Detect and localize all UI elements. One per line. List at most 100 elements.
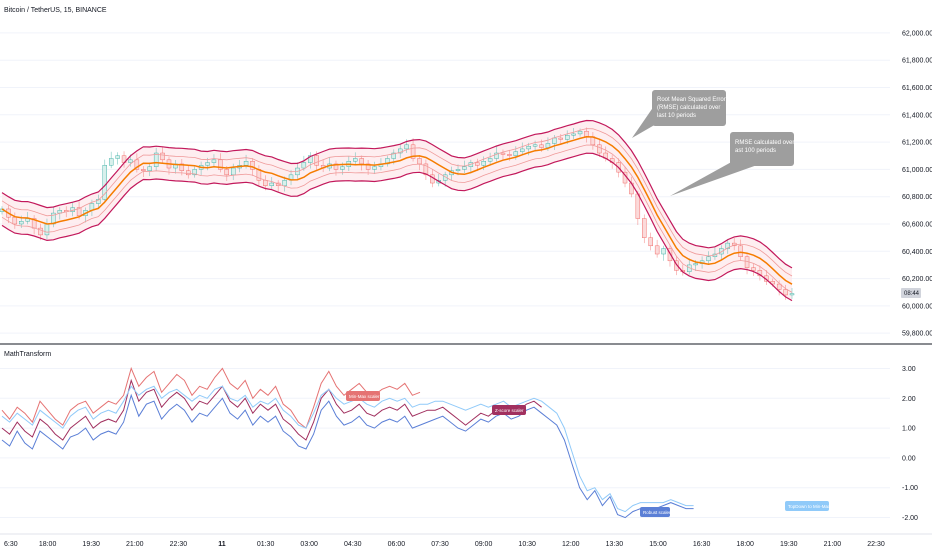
- price-badge-text: 08:44: [904, 291, 920, 297]
- indicator-y-tick: -2.00: [902, 515, 918, 522]
- indicator-series-line: [1, 378, 542, 441]
- indicator-y-tick: -1.00: [902, 485, 918, 492]
- candle-body: [462, 166, 467, 170]
- price-y-tick: 60,800.00: [902, 194, 932, 201]
- price-badge[interactable]: 08:44: [901, 288, 921, 298]
- indicator-series-line: [1, 366, 421, 429]
- candle-body: [532, 144, 538, 147]
- band-outer-upper: [1, 119, 793, 269]
- candle-body: [160, 152, 165, 161]
- candle-body: [147, 166, 152, 171]
- candle-body: [44, 223, 50, 236]
- candle-body: [404, 144, 409, 150]
- label-zscore[interactable]: Z-score scaler: [492, 405, 526, 415]
- candle-body: [391, 152, 396, 159]
- price-y-tick: 60,200.00: [902, 276, 932, 283]
- label-tanh-text: TopDown to Min-Max: [788, 504, 831, 509]
- candle-body: [751, 267, 756, 271]
- candle-body: [301, 162, 307, 169]
- label-tanh[interactable]: TopDown to Min-Max: [785, 501, 831, 511]
- candle-body: [526, 145, 531, 150]
- candle-body: [719, 248, 724, 255]
- indicator-title[interactable]: MathTransform: [4, 351, 51, 358]
- candle-body: [353, 158, 358, 162]
- candle-body: [218, 159, 223, 170]
- candle-body: [141, 169, 146, 171]
- candle-body: [205, 162, 210, 166]
- price-y-tick: 60,600.00: [902, 221, 932, 228]
- candle-body: [359, 158, 364, 165]
- candle-body: [423, 163, 429, 176]
- candle-body: [789, 293, 795, 296]
- time-tick: 04:30: [344, 541, 362, 548]
- indicator-y-tick: 0.00: [902, 455, 916, 462]
- candle-body: [552, 137, 557, 144]
- candle-body: [635, 193, 641, 219]
- candle-body: [211, 159, 217, 163]
- candle-body: [597, 144, 602, 154]
- candle-body: [661, 248, 666, 255]
- indicator-y-tick: 3.00: [902, 366, 916, 373]
- callout-rmse-short-line1: Root Mean Squared Error: [657, 97, 726, 103]
- label-robust[interactable]: Robust scaler: [640, 507, 671, 517]
- price-y-tick: 61,200.00: [902, 140, 932, 147]
- candle-body: [507, 154, 512, 156]
- symbol-title[interactable]: Bitcoin / TetherUS, 15, BINANCE: [4, 7, 107, 14]
- candle-body: [153, 152, 159, 167]
- label-zscore-text: Z-score scaler: [495, 408, 524, 413]
- indicator-y-tick: 2.00: [902, 396, 916, 403]
- candle-body: [128, 159, 133, 163]
- time-tick: 18:00: [736, 541, 754, 548]
- indicator-grid: [0, 367, 890, 519]
- candle-body: [776, 283, 782, 290]
- candle-body: [481, 161, 486, 166]
- callout-rmse-short[interactable]: Root Mean Squared Error (RMSE) calculate…: [632, 90, 726, 138]
- time-tick: 09:00: [475, 541, 493, 548]
- candle-body: [19, 221, 24, 225]
- candle-body: [365, 163, 371, 170]
- candle-body: [654, 245, 660, 255]
- band-inner-upper: [1, 128, 793, 277]
- label-minmax[interactable]: Min-Max scaler: [346, 391, 380, 401]
- indicator-lines: [1, 366, 694, 519]
- time-tick: 12:00: [562, 541, 580, 548]
- price-y-tick: 62,000.00: [902, 30, 932, 37]
- price-y-tick: 60,400.00: [902, 249, 932, 256]
- candle-body: [108, 158, 114, 166]
- time-axis[interactable]: 6:30 18:00 19:30 21:00 22:30 11 01:30 03:00 04:3…: [4, 541, 885, 548]
- callout-rmse-long[interactable]: RMSE calculated over ast 100 periods: [670, 132, 794, 196]
- indicator-series-line: [1, 385, 694, 513]
- candle-body: [577, 130, 583, 135]
- time-tick: 22:30: [867, 541, 885, 548]
- candle-body: [243, 161, 249, 166]
- candle-body: [410, 144, 416, 159]
- indicator-series-line: [1, 393, 694, 519]
- candle-body: [340, 166, 345, 170]
- candle-body: [565, 135, 570, 140]
- time-tick: 18:00: [39, 541, 57, 548]
- candle-body: [738, 245, 743, 257]
- candle-body: [667, 248, 673, 262]
- center-line: [1, 136, 793, 285]
- indicator-y-tick: 1.00: [902, 426, 916, 433]
- time-tick: 13:30: [606, 541, 624, 548]
- candle-body: [571, 133, 576, 136]
- candle-body: [398, 148, 403, 154]
- candle-body: [539, 144, 544, 148]
- time-tick: 15:00: [649, 541, 667, 548]
- band-inner-lower: [1, 144, 793, 293]
- time-tick: 19:30: [780, 541, 798, 548]
- candle-body: [96, 199, 101, 204]
- candle-body: [725, 242, 730, 249]
- band-outer-lower: [1, 152, 793, 302]
- time-tick: 6:30: [4, 541, 18, 548]
- candle-body: [179, 163, 185, 171]
- candle-body: [648, 237, 653, 247]
- candle-body: [192, 169, 197, 176]
- label-robust-text: Robust scaler: [643, 510, 671, 515]
- candle-body: [693, 263, 698, 266]
- candle-body: [584, 130, 589, 137]
- candle-body: [186, 170, 191, 176]
- indicator-y-axis: 3.00 2.00 1.00 0.00 -1.00 -2.00: [902, 366, 918, 522]
